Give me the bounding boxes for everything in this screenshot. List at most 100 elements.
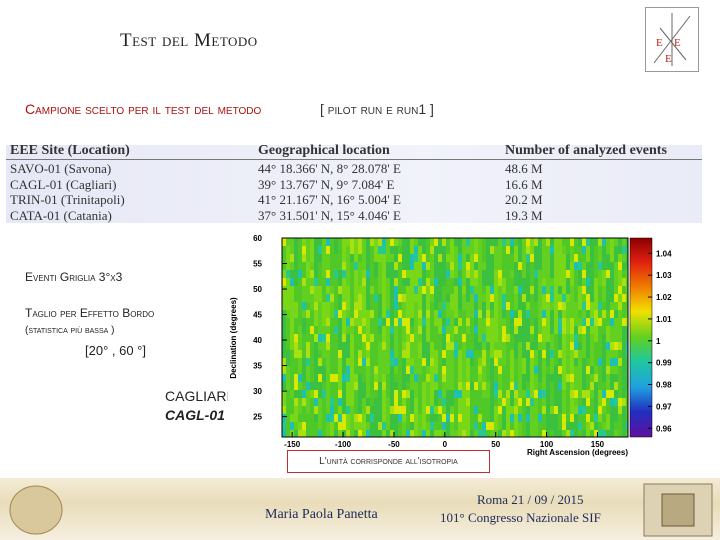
heatmap-cell <box>602 382 606 390</box>
heatmap-cell <box>454 310 458 318</box>
heatmap-cell <box>498 246 502 254</box>
heatmap-cell <box>546 278 550 286</box>
heatmap-cell <box>378 390 382 398</box>
heatmap-cell <box>434 374 438 382</box>
heatmap-cell <box>422 422 426 430</box>
heatmap-cell <box>290 318 294 326</box>
heatmap-cell <box>286 294 290 302</box>
heatmap-cell <box>514 398 518 406</box>
heatmap-cell <box>606 406 610 414</box>
heatmap-cell <box>558 334 562 342</box>
heatmap-cell <box>542 414 546 422</box>
heatmap-cell <box>458 270 462 278</box>
heatmap-cell <box>342 294 346 302</box>
heatmap-cell <box>502 238 506 246</box>
heatmap-cell <box>358 398 362 406</box>
heatmap-cell <box>350 406 354 414</box>
heatmap-cell <box>306 262 310 270</box>
heatmap-cell <box>326 382 330 390</box>
heatmap-cell <box>486 238 490 246</box>
heatmap-cell <box>294 382 298 390</box>
heatmap-cell <box>390 238 394 246</box>
heatmap-cell <box>290 342 294 350</box>
heatmap-cell <box>358 302 362 310</box>
heatmap-cell <box>322 262 326 270</box>
heatmap-cell <box>598 430 602 437</box>
heatmap-cell <box>386 278 390 286</box>
heatmap-cell <box>498 366 502 374</box>
heatmap-cell <box>462 342 466 350</box>
heatmap-cell <box>618 382 622 390</box>
heatmap-cell <box>606 342 610 350</box>
heatmap-cell <box>322 326 326 334</box>
heatmap-cell <box>550 430 554 437</box>
heatmap-cell <box>554 254 558 262</box>
heatmap-cell <box>314 246 318 254</box>
heatmap-cell <box>498 286 502 294</box>
heatmap-cell <box>386 286 390 294</box>
heatmap-cell <box>542 278 546 286</box>
heatmap-cell <box>426 414 430 422</box>
heatmap-cell <box>622 238 626 246</box>
heatmap-cell <box>374 358 378 366</box>
heatmap-cell <box>478 278 482 286</box>
heatmap-cell <box>446 270 450 278</box>
heatmap-cell <box>382 262 386 270</box>
heatmap-cell <box>506 374 510 382</box>
heatmap-cell <box>358 342 362 350</box>
heatmap-cell <box>506 398 510 406</box>
heatmap-cell <box>506 334 510 342</box>
heatmap-cell <box>318 334 322 342</box>
heatmap-cell <box>282 342 286 350</box>
heatmap-cell <box>362 270 366 278</box>
x-tick-label: 150 <box>591 440 605 449</box>
heatmap-cell <box>458 374 462 382</box>
heatmap-cell <box>586 310 590 318</box>
heatmap-cell <box>438 406 442 414</box>
heatmap-cell <box>286 318 290 326</box>
heatmap-cell <box>478 294 482 302</box>
heatmap-cell <box>522 238 526 246</box>
heatmap-cell <box>614 238 618 246</box>
heatmap-cell <box>350 366 354 374</box>
date: Roma 21 / 09 / 2015 <box>477 492 584 507</box>
heatmap-cell <box>398 310 402 318</box>
heatmap-cell <box>422 254 426 262</box>
heatmap-cell <box>382 302 386 310</box>
heatmap-cell <box>366 294 370 302</box>
heatmap-cell <box>410 278 414 286</box>
heatmap-cell <box>542 406 546 414</box>
heatmap-cell <box>570 334 574 342</box>
heatmap-cell <box>458 254 462 262</box>
heatmap-cell <box>518 382 522 390</box>
heatmap-cell <box>442 430 446 437</box>
heatmap-cell <box>418 334 422 342</box>
heatmap-cell <box>318 406 322 414</box>
heatmap-cell <box>362 430 366 437</box>
heatmap-cell <box>542 358 546 366</box>
heatmap-cell <box>454 278 458 286</box>
heatmap-cell <box>370 318 374 326</box>
heatmap-cell <box>438 358 442 366</box>
heatmap-cell <box>330 294 334 302</box>
heatmap-cell <box>346 342 350 350</box>
heatmap-cell <box>590 382 594 390</box>
heatmap-cell <box>614 350 618 358</box>
heatmap-cell <box>590 254 594 262</box>
heatmap-cell <box>474 422 478 430</box>
heatmap-cell <box>454 414 458 422</box>
heatmap-cell <box>438 286 442 294</box>
heatmap-cell <box>306 374 310 382</box>
heatmap-cell <box>578 350 582 358</box>
heatmap-cell <box>310 326 314 334</box>
heatmap-cell <box>470 406 474 414</box>
heatmap-cell <box>614 430 618 437</box>
heatmap-cell <box>530 430 534 437</box>
heatmap-cell <box>410 326 414 334</box>
heatmap-cell <box>366 350 370 358</box>
heatmap-cell <box>502 326 506 334</box>
heatmap-cell <box>366 310 370 318</box>
heatmap-cell <box>534 270 538 278</box>
heatmap-cell <box>346 350 350 358</box>
x-axis-label: Right Ascension (degrees) <box>527 448 628 457</box>
